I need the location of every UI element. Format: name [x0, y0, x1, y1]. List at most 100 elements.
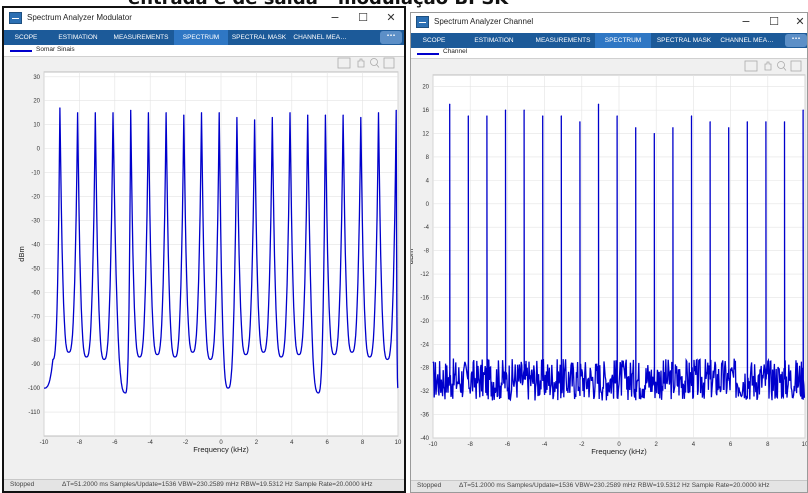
x-tick-label: 2	[655, 442, 659, 448]
status-info: ΔT=51.2000 ms Samples/Update=1536 VBW=23…	[459, 482, 770, 489]
peak-point	[94, 112, 96, 114]
tab-spectrum[interactable]: SPECTRUM	[174, 30, 228, 45]
fit-to-view-icon[interactable]	[790, 60, 802, 72]
tab-spectrum[interactable]: SPECTRUM	[595, 33, 651, 48]
spectrum-plot[interactable]: 3020100-10-20-30-40-50-60-70-80-90-100-1…	[4, 56, 404, 480]
peak-point	[147, 112, 150, 114]
y-tick-label: 8	[426, 155, 430, 161]
peak-point	[653, 132, 655, 135]
x-tick-label: -10	[429, 442, 438, 448]
maximize-button[interactable]: ☐	[769, 15, 779, 28]
peak-point	[130, 109, 132, 111]
page-title: entrada e de saída - modulação BPSK	[0, 0, 808, 12]
x-tick-label: 10	[395, 440, 402, 446]
x-tick-label: 4	[290, 440, 294, 446]
pan-hand-icon[interactable]	[357, 58, 365, 68]
peak-point	[200, 112, 203, 114]
y-tick-label: -12	[420, 272, 429, 278]
tab-scope[interactable]: SCOPE	[14, 34, 38, 41]
pan-hand-icon[interactable]	[764, 61, 772, 71]
peak-point	[728, 127, 730, 129]
status-info: ΔT=51.2000 ms Samples/Update=1536 VBW=23…	[62, 481, 373, 488]
peak-point	[579, 121, 581, 123]
peak-point	[307, 114, 309, 116]
x-tick-label: -6	[112, 440, 118, 446]
peak-point	[672, 127, 674, 129]
close-button[interactable]: ✕	[795, 15, 805, 28]
peak-point	[112, 112, 114, 114]
y-tick-label: -10	[31, 171, 40, 177]
y-tick-label: -36	[420, 413, 429, 419]
x-tick-label: -6	[505, 442, 511, 448]
peak-point	[523, 109, 525, 111]
window-title: Spectrum Analyzer Channel	[434, 17, 534, 26]
y-tick-label: -20	[31, 195, 40, 201]
legend-swatch	[417, 53, 439, 55]
close-button[interactable]: ✕	[386, 11, 396, 24]
tab-estimation[interactable]: ESTIMATION	[58, 34, 98, 41]
peak-point	[377, 112, 380, 114]
legend: Channel	[411, 48, 807, 59]
peak-point	[765, 121, 767, 123]
legend-label: Channel	[443, 48, 468, 55]
legend-swatch	[10, 50, 32, 52]
spectrum-app-icon	[416, 16, 429, 28]
x-tick-label: -8	[77, 440, 83, 446]
peak-point	[467, 115, 469, 117]
zoom-in-icon[interactable]	[370, 58, 378, 66]
peak-point	[616, 115, 618, 117]
tab-measurements[interactable]: MEASUREMENTS	[535, 37, 591, 44]
peak-point	[635, 127, 637, 129]
x-tick-label: 6	[326, 440, 330, 446]
title-bar: Spectrum Analyzer Modulator − ☐ ✕	[4, 8, 404, 30]
x-tick-label: 10	[802, 442, 807, 448]
minimize-button[interactable]: −	[741, 15, 751, 28]
y-tick-label: 20	[422, 85, 429, 91]
plot-toolbar	[337, 57, 395, 69]
peak-point	[183, 114, 185, 116]
y-tick-label: -50	[31, 266, 40, 272]
peak-point	[709, 121, 711, 123]
y-tick-label: -30	[31, 218, 40, 224]
peak-point	[783, 121, 786, 123]
y-axis-label: dBm	[411, 249, 415, 264]
y-tick-label: 0	[426, 202, 430, 208]
maximize-button[interactable]: ☐	[358, 11, 368, 24]
minimize-button[interactable]: −	[330, 11, 340, 24]
peak-point	[449, 103, 451, 105]
tab-measurements[interactable]: MEASUREMENTS	[113, 34, 169, 41]
spectrum-plot[interactable]: 201612840-4-8-12-16-20-24-28-32-36-40-10…	[411, 58, 807, 483]
x-tick-label: 0	[219, 440, 223, 446]
zoom-box-icon[interactable]	[744, 60, 758, 72]
plot-toolbar	[744, 60, 802, 72]
fit-to-view-icon[interactable]	[383, 57, 395, 69]
peak-point	[486, 115, 488, 117]
peak-point	[236, 116, 238, 119]
x-tick-label: -10	[40, 440, 49, 446]
more-options-button[interactable]: ···	[785, 34, 807, 47]
y-tick-label: 20	[33, 99, 40, 105]
spectrum-app-icon	[9, 12, 22, 24]
spectrum-analyzer-modulator-window: Spectrum Analyzer Modulator − ☐ ✕ SCOPE …	[2, 6, 406, 493]
tab-channel-measurements[interactable]: CHANNEL MEA…	[293, 34, 347, 41]
y-tick-label: 16	[422, 108, 429, 114]
tab-spectral-mask[interactable]: SPECTRAL MASK	[231, 34, 287, 41]
y-tick-label: -24	[420, 342, 429, 348]
more-options-button[interactable]: ···	[380, 31, 402, 44]
peak-point	[504, 109, 507, 111]
y-tick-label: 30	[33, 75, 40, 81]
x-tick-label: -2	[183, 440, 189, 446]
legend: Somar Sinais	[4, 45, 404, 57]
zoom-box-icon[interactable]	[337, 57, 351, 69]
title-bar: Spectrum Analyzer Channel − ☐ ✕	[411, 13, 807, 33]
peak-point	[560, 115, 562, 117]
tab-estimation[interactable]: ESTIMATION	[474, 37, 514, 44]
toolstrip-tabs: SCOPE ESTIMATION MEASUREMENTS SPECTRUM S…	[4, 30, 404, 45]
tab-spectral-mask[interactable]: SPECTRAL MASK	[656, 37, 712, 44]
y-axis-label: dBm	[17, 246, 26, 261]
zoom-in-icon[interactable]	[777, 61, 785, 69]
tab-channel-measurements[interactable]: CHANNEL MEA…	[720, 37, 774, 44]
peak-point	[218, 112, 220, 114]
tab-scope[interactable]: SCOPE	[422, 37, 446, 44]
peak-point	[342, 114, 344, 116]
